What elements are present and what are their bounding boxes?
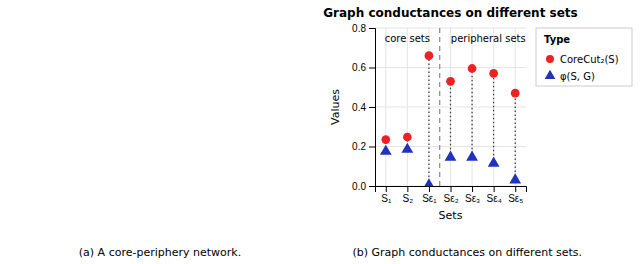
grid	[375, 28, 526, 186]
connector	[450, 81, 451, 157]
x-tick-mark	[407, 186, 408, 192]
point	[511, 89, 520, 98]
x-tick-label: Sε₃	[465, 193, 480, 204]
chart: 0.0 0.2 0.4 0.6 0.8 S₁ S₂ Sε₁ Sε₂ Sε₃ Sε₄ Sε₅ core s…	[0, 0, 640, 264]
point	[381, 135, 390, 144]
legend-entry: φ(S, G)	[545, 70, 595, 82]
y-axis-title: Values	[329, 89, 342, 125]
x-tick-mark	[386, 186, 387, 192]
legend-marker	[546, 55, 554, 63]
x-axis-line	[376, 187, 527, 193]
point	[446, 77, 455, 86]
caption-left: (a) A core-periphery network.	[79, 246, 241, 259]
legend-box	[536, 28, 632, 86]
x-tick: Sε₂	[443, 186, 458, 204]
x-axis: S₁ S₂ Sε₁ Sε₂ Sε₃ Sε₄ Sε₅	[376, 186, 527, 204]
grid-line-x	[515, 28, 516, 186]
legend-label: φ(S, G)	[560, 71, 595, 82]
y-tick-mark	[369, 68, 375, 69]
point	[468, 64, 477, 73]
y-tick-label: 0.8	[352, 23, 366, 34]
y-tick-mark	[369, 107, 375, 108]
legend: Type CoreCut₂(S) φ(S, G)	[536, 28, 632, 86]
point	[488, 156, 500, 166]
x-tick: Sε₃	[465, 186, 480, 204]
grid-line-x	[407, 28, 408, 186]
point	[423, 178, 435, 186]
y-tick: 0.0	[352, 181, 375, 192]
y-tick: 0.4	[352, 102, 375, 113]
y-tick-mark	[369, 186, 375, 187]
y-tick-label: 0.4	[352, 102, 366, 113]
connector	[515, 93, 516, 180]
x-tick-label: Sε₁	[422, 193, 437, 204]
point	[509, 173, 521, 183]
x-tick: S₁	[381, 186, 392, 204]
legend-label: CoreCut₂(S)	[560, 54, 619, 65]
x-tick: Sε₁	[422, 186, 437, 204]
x-tick-label: S₁	[381, 193, 392, 204]
y-tick-mark	[369, 147, 375, 148]
caption-right: (b) Graph conductances on different sets…	[352, 246, 582, 259]
y-axis: 0.0 0.2 0.4 0.6 0.8	[352, 23, 375, 192]
legend-entry: CoreCut₂(S)	[546, 54, 619, 65]
legend-title: Type	[544, 34, 570, 45]
x-tick-label: Sε₂	[443, 193, 458, 204]
annotation: peripheral sets	[451, 33, 526, 44]
x-tick: Sε₅	[508, 186, 523, 204]
grid-line-x	[450, 28, 451, 186]
x-tick-mark	[451, 186, 452, 192]
y-tick: 0.6	[352, 62, 375, 73]
point	[445, 151, 457, 161]
x-tick-label: S₂	[403, 193, 414, 204]
plot-marks	[380, 28, 521, 186]
grid-line-x	[472, 28, 473, 186]
x-tick-mark	[472, 186, 473, 192]
connector	[493, 73, 494, 163]
divider	[439, 28, 440, 186]
point	[380, 145, 392, 155]
y-tick-mark	[369, 28, 375, 29]
point	[401, 143, 413, 153]
x-tick-label: Sε₄	[487, 193, 502, 204]
y-axis-line	[369, 29, 376, 187]
connector	[428, 56, 429, 185]
legend-marker	[545, 70, 556, 79]
grid-line-x	[385, 28, 386, 186]
x-tick: Sε₄	[487, 186, 502, 204]
x-tick-label: Sε₅	[508, 193, 523, 204]
y-tick-label: 0.6	[352, 62, 366, 73]
y-tick: 0.8	[352, 23, 375, 34]
x-axis-title: Sets	[439, 209, 463, 222]
y-tick-label: 0.2	[352, 141, 366, 152]
point	[466, 151, 478, 161]
title: Graph conductances on different sets	[323, 6, 577, 20]
y-tick-label: 0.0	[352, 181, 366, 192]
x-tick-mark	[515, 186, 516, 192]
point	[403, 133, 412, 142]
point	[425, 51, 434, 60]
x-tick-mark	[494, 186, 495, 192]
annotation: core sets	[385, 33, 430, 44]
x-tick: S₂	[403, 186, 414, 204]
x-tick-mark	[429, 186, 430, 192]
point	[489, 69, 498, 78]
connector	[471, 68, 472, 157]
y-tick: 0.2	[352, 141, 375, 152]
